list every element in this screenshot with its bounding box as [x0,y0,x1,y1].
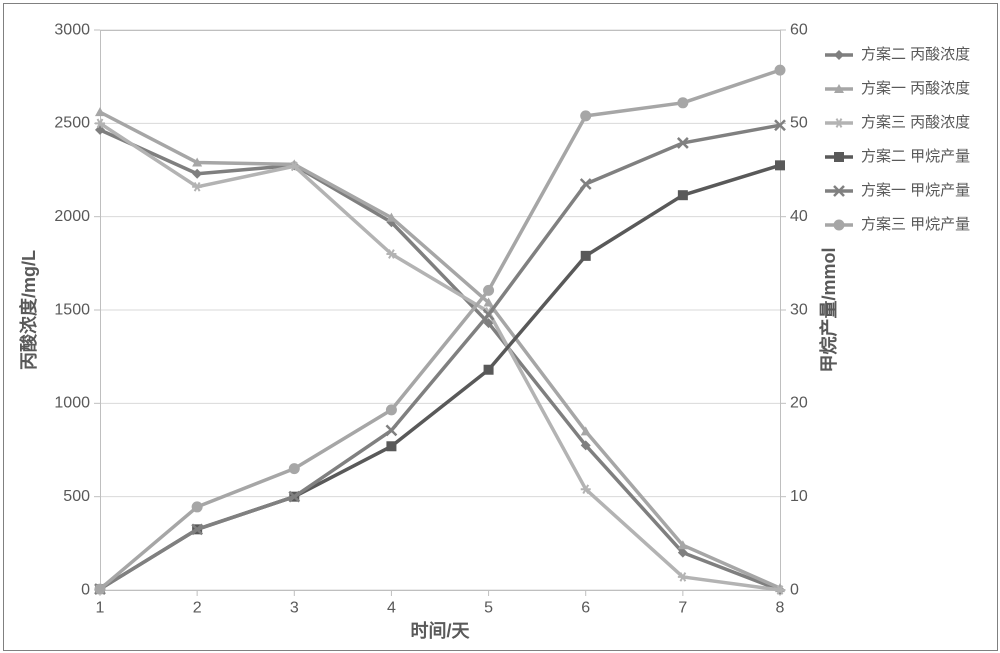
chart-container [0,0,1000,653]
chart-canvas [0,0,1000,653]
